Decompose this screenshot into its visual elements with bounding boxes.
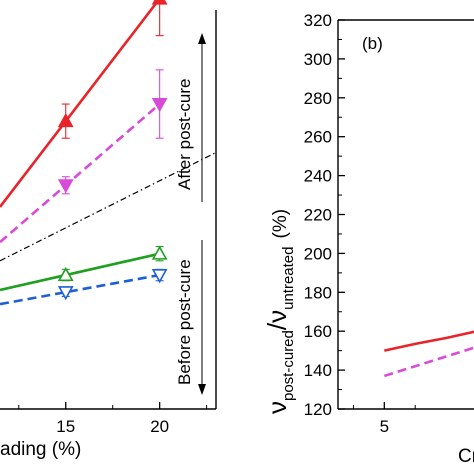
panel-b-y-axis-title: νpost-cured/νuntreated (%): [262, 209, 297, 414]
panel-a-series-line-3: [0, 273, 160, 306]
panel-b-y-tick-label-1: 140: [304, 361, 332, 380]
panel-a-marker-0-1: [151, 0, 168, 5]
panel-a-series: [0, 0, 217, 306]
panel-a-marker-2-1: [151, 245, 168, 260]
panel-a-x-ticks: 15 20: [18, 402, 208, 436]
panel-b-y-tick-label-5: 220: [304, 206, 332, 225]
panel-b-y-tick-label-10: 320: [304, 11, 332, 30]
panel-b-series: [383, 330, 474, 378]
panel-b-label: (b): [362, 34, 383, 53]
y-title-nu: ν: [262, 401, 292, 414]
before-post-cure-label: Before post-cure: [175, 259, 194, 385]
panel-b-y-tick-label-6: 240: [304, 167, 332, 186]
panel-a-marker-2-0: [57, 266, 74, 282]
y-title-unit: (%): [270, 209, 291, 239]
panel-b-x-tick-label-0: 5: [380, 417, 389, 436]
panel-a-marker-3-1: [151, 269, 168, 284]
y-title-sub-untreated: untreated: [280, 247, 297, 310]
svg-text:νpost-cured/νuntreated(%): νpost-cured/νuntreated (%): [262, 209, 297, 414]
panel-b-y-tick-label-3: 180: [304, 283, 332, 302]
before-arrow-head: [198, 384, 206, 395]
panel-b-x-ticks: 5: [352, 402, 416, 436]
panel-b-y-tick-label-2: 160: [304, 322, 332, 341]
panel-a-x-tick-label-0: 15: [56, 417, 75, 436]
panel-b-y-tick-label-0: 120: [304, 400, 332, 419]
panel-b-y-tick-label-8: 280: [304, 89, 332, 108]
panel-b-series-line-1: [383, 346, 474, 378]
panel-a-marker-1-0: [57, 179, 74, 194]
panel-a-marker-0-0: [57, 113, 74, 128]
after-arrow-head: [198, 33, 206, 44]
panel-a-series-line-0: [0, 0, 161, 208]
after-post-cure-annotation: After post-cure: [175, 33, 206, 202]
panel-a-x-axis-label: ading (%): [0, 439, 81, 460]
y-title-sub-post-cured: post-cured: [280, 330, 297, 401]
panel-b-y-ticks: 120 140 160 180 200 220 240 260 280 300 320: [304, 11, 345, 419]
before-post-cure-annotation: Before post-cure: [175, 240, 206, 395]
panel-b-y-tick-label-7: 260: [304, 128, 332, 147]
panel-b-y-tick-label-9: 300: [304, 50, 332, 69]
panel-a-series-line-1: [0, 103, 161, 244]
panel-a-marker-1-1: [151, 98, 168, 113]
panel-a-x-tick-label-1: 20: [150, 417, 169, 436]
panel-a-series-line-2: [0, 252, 160, 292]
chart-panel-a: 15 20 ading (%) After post-cure Before po…: [0, 0, 217, 460]
y-title-slash-nu: /ν: [262, 310, 292, 330]
panel-b-x-axis-label: Cr: [458, 446, 474, 467]
panel-b-y-tick-label-4: 200: [304, 244, 332, 263]
after-post-cure-label: After post-cure: [175, 79, 194, 191]
panel-a-marker-3-0: [57, 286, 74, 301]
panel-b-series-line-0: [384, 330, 474, 352]
